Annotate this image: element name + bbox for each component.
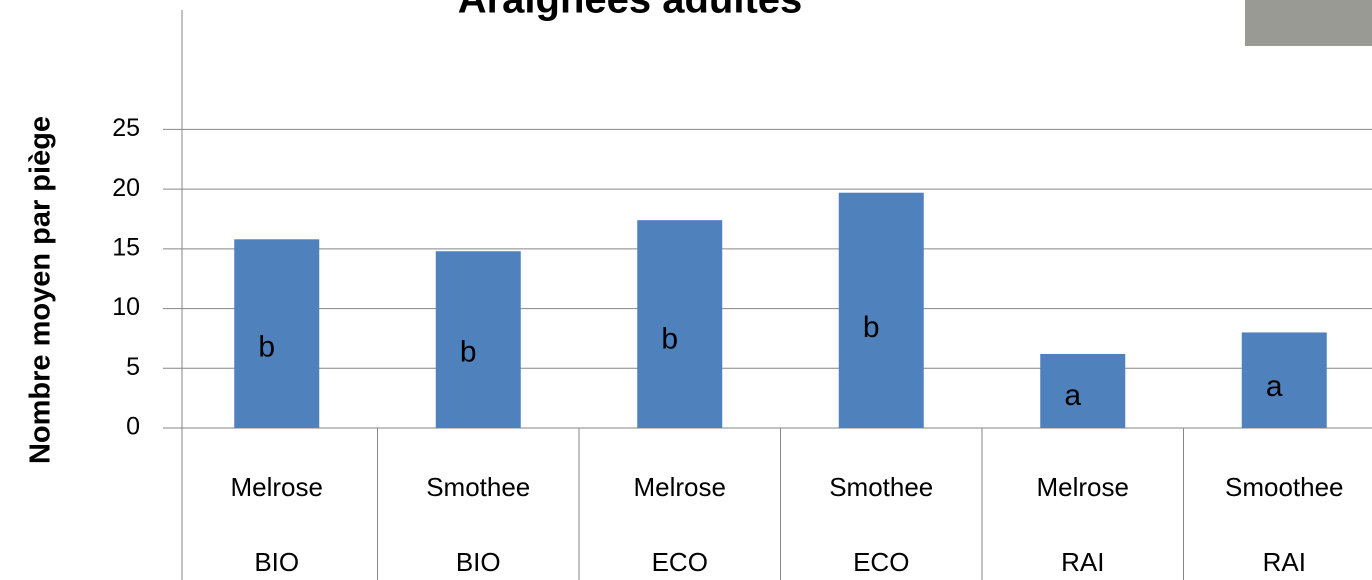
y-tick-label: 5 (126, 353, 140, 381)
significance-letter: a (1266, 370, 1283, 403)
chart-title: Araignées adultes (458, 0, 803, 22)
y-tick-label: 10 (112, 293, 140, 321)
y-axis-label: Nombre moyen par piège (25, 116, 57, 464)
y-tick-label: 20 (112, 174, 140, 202)
significance-letter: b (460, 336, 477, 369)
x-tick-label: Melrose (1037, 472, 1129, 502)
bar (637, 220, 722, 428)
bar (839, 193, 924, 428)
bar (1242, 332, 1327, 428)
group-label: BIO (254, 547, 299, 577)
bar (436, 251, 521, 428)
group-label: ECO (652, 547, 708, 577)
group-label: RAI (1263, 547, 1306, 577)
x-tick-label: Melrose (634, 472, 726, 502)
x-tick-label: Smoothee (1225, 472, 1344, 502)
x-tick-label: Smothee (426, 472, 530, 502)
chart: Araignées adultes Nombre moyen par piège… (0, 0, 1372, 580)
significance-letter: a (1064, 379, 1081, 412)
bar (1040, 354, 1125, 428)
bar (234, 239, 319, 428)
group-label: BIO (456, 547, 501, 577)
group-label: ECO (853, 547, 909, 577)
significance-letter: b (661, 323, 678, 356)
x-tick-label: Smothee (829, 472, 933, 502)
y-tick-label: 25 (112, 114, 140, 142)
significance-letter: b (863, 311, 880, 344)
y-tick-label: 0 (126, 413, 140, 441)
group-label: RAI (1061, 547, 1104, 577)
x-tick-label: Melrose (231, 472, 323, 502)
y-tick-label: 15 (112, 233, 140, 261)
photo-thumbnail (1245, 0, 1372, 46)
significance-letter: b (258, 331, 275, 364)
